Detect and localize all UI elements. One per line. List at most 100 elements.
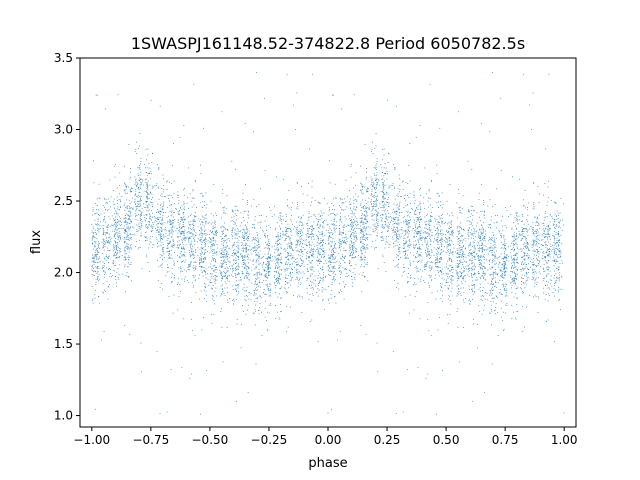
data-point [137,195,138,197]
data-point [269,291,271,293]
data-point [91,299,93,301]
data-point [334,183,336,185]
data-point [502,263,504,265]
data-point [420,219,422,220]
data-point [295,247,297,248]
data-point [492,244,494,246]
data-point [210,223,212,225]
data-point [210,250,212,252]
data-point [253,259,255,261]
data-point [118,220,119,222]
data-point [212,227,214,229]
data-point [147,207,148,209]
data-point [248,262,249,264]
data-point [302,224,304,226]
data-point [555,253,557,255]
data-point [120,248,121,250]
data-point [311,186,313,188]
data-point [331,270,333,272]
data-point [438,252,440,254]
data-point [223,293,225,294]
data-point [456,202,458,204]
data-point [215,275,217,277]
data-point [317,242,319,244]
data-point [169,242,171,243]
data-point [439,317,441,318]
data-point [554,231,555,233]
data-point [393,229,395,231]
data-point [267,242,269,244]
data-point [547,224,549,226]
data-point [392,236,393,238]
data-point [555,243,557,245]
data-point [339,241,341,243]
data-point [130,247,132,249]
data-point [423,231,425,233]
data-point [311,266,313,268]
data-point [224,249,226,250]
data-point [98,296,99,298]
data-point [417,278,419,280]
data-point [526,306,527,308]
data-point [103,239,105,240]
data-point [473,268,475,270]
data-point [526,237,528,239]
data-point [515,273,517,275]
data-point [167,220,168,222]
data-point [285,306,287,307]
data-point [553,261,555,262]
data-point [274,270,276,272]
data-point [95,223,97,225]
data-point [339,292,340,294]
data-point [93,182,95,184]
data-point [560,256,562,258]
data-point [361,274,363,276]
data-point [469,215,471,217]
data-point [222,263,224,265]
data-point [149,240,151,242]
data-point [490,239,492,241]
data-point [546,226,548,227]
data-point [383,198,385,199]
data-point [510,270,512,272]
data-point [535,265,537,267]
data-point [215,287,217,289]
data-point [113,261,115,263]
data-point [222,278,223,280]
data-point [197,247,199,249]
data-point [473,284,475,286]
data-point [511,264,513,266]
data-point [361,193,363,195]
data-point [405,231,407,233]
data-point [356,225,358,227]
data-point [373,231,375,233]
data-point [424,250,426,251]
data-point [92,266,94,268]
data-point [285,233,286,235]
data-point [385,209,386,211]
data-point [130,168,131,169]
data-point [158,167,160,169]
data-point [355,251,357,253]
data-point [254,249,256,251]
data-point [398,229,400,231]
data-point [170,195,172,196]
data-point [420,276,422,278]
data-point [92,243,94,245]
data-point [514,317,516,319]
data-point [115,163,116,165]
data-point [160,195,162,197]
data-point [212,258,214,259]
data-point [246,273,248,274]
data-point [534,239,536,241]
data-point [257,297,259,299]
data-point [320,245,321,247]
data-point [449,236,451,238]
data-point [236,233,238,235]
data-point [544,234,546,236]
data-point [549,254,551,255]
data-point [296,244,298,246]
data-point [289,238,291,240]
data-point [456,271,458,273]
data-point [381,232,383,233]
